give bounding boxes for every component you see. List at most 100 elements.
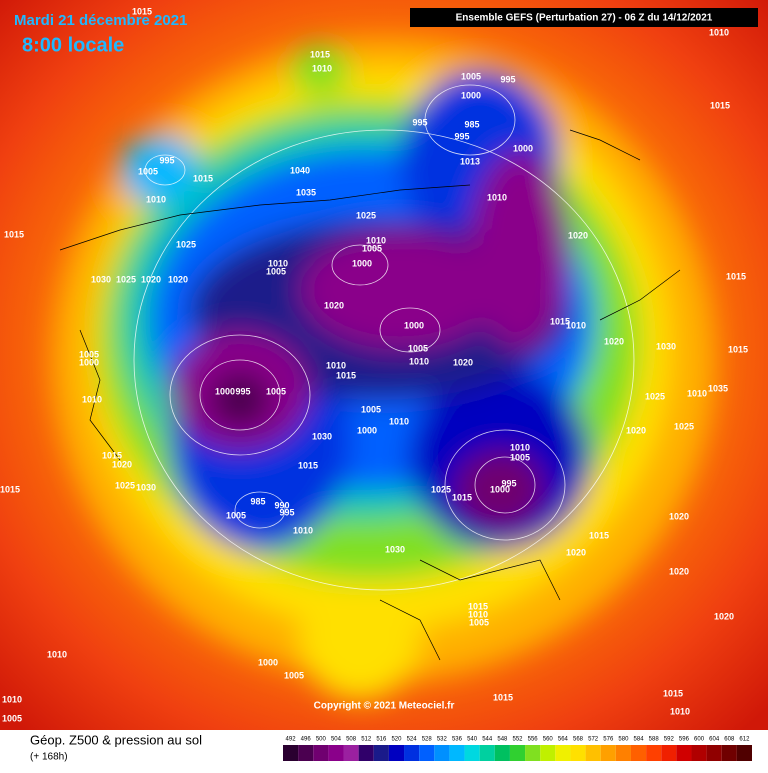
scale-swatch (494, 745, 510, 761)
isobar-label: 995 (235, 386, 250, 396)
local-time: 8:00 locale (22, 34, 124, 56)
scale-label: 576 (603, 737, 614, 743)
isobar-label: 1030 (312, 431, 332, 441)
isobar-label: 1025 (176, 239, 196, 249)
isobar-label: 1005 (362, 243, 382, 253)
scale-swatch (721, 745, 737, 761)
isobar-label: 1013 (460, 156, 480, 166)
isobar-label: 1035 (708, 383, 728, 393)
isobar-label: 1010 (566, 320, 586, 330)
scale-label: 508 (346, 737, 357, 743)
isobar-label: 1005 (461, 71, 481, 81)
scale-label: 500 (316, 737, 327, 743)
isobar-label: 1005 (510, 452, 530, 462)
isobar-label: 1030 (385, 544, 405, 554)
scale-label: 592 (664, 737, 675, 743)
isobar-label: 1005 (79, 349, 99, 359)
isobar-label: 985 (250, 496, 265, 506)
isobar-label: 1020 (669, 566, 689, 576)
lead-time: (+ 168h) (30, 752, 68, 763)
isobar-label: 1015 (102, 450, 122, 460)
coastlines (59, 129, 681, 661)
isobar-label: 1005 (361, 404, 381, 414)
forecast-date: Mardi 21 décembre 2021 (14, 12, 187, 29)
scale-swatch (404, 745, 420, 761)
scale-swatch (283, 745, 299, 761)
scale-swatch (525, 745, 541, 761)
isobar-label: 995 (500, 74, 515, 84)
isobar-label: 1010 (47, 649, 67, 659)
scale-label: 568 (573, 737, 584, 743)
scale-swatch (373, 745, 389, 761)
isobar-label: 1025 (431, 484, 451, 494)
isobar-label: 995 (159, 155, 174, 165)
isobar-label: 1010 (687, 388, 707, 398)
isobar-label: 1030 (136, 482, 156, 492)
isobar-label: 1015 (452, 492, 472, 502)
scale-swatch (646, 745, 662, 761)
scale-label: 504 (331, 737, 342, 743)
scale-label: 540 (467, 737, 478, 743)
isobar-label: 1020 (112, 459, 132, 469)
isobar-label: 1010 (510, 442, 530, 452)
scale-label: 548 (497, 737, 508, 743)
run-box (410, 8, 758, 27)
scale-swatch (449, 745, 465, 761)
scale-label: 492 (286, 737, 297, 743)
scale-label: 496 (301, 737, 312, 743)
isobar-label: 1005 (226, 510, 246, 520)
isobar-label: 1030 (91, 274, 111, 284)
isobar-label: 1020 (669, 511, 689, 521)
isobar-label: 1010 (389, 416, 409, 426)
isobar-label: 1040 (290, 165, 310, 175)
scale-label: 516 (376, 737, 387, 743)
isobar-label: 1010 (312, 63, 332, 73)
scale-swatch (419, 745, 435, 761)
scale-label: 580 (618, 737, 629, 743)
scale-label: 528 (422, 737, 433, 743)
scale-swatch (464, 745, 480, 761)
scale-swatch (358, 745, 374, 761)
scale-label: 608 (724, 737, 735, 743)
isobar-label: 1000 (404, 320, 424, 330)
isobar-label: 1015 (589, 530, 609, 540)
isobar-label: 1020 (566, 547, 586, 557)
scale-swatch (615, 745, 631, 761)
color-scale: 492 496 500 504 508 512 516 520 524 528 532 536 540 5… (283, 737, 752, 761)
isobar-label: 1000 (357, 425, 377, 435)
isobar-label: 1020 (604, 336, 624, 346)
scale-label: 564 (558, 737, 569, 743)
isobar-label: 1020 (324, 300, 344, 310)
isobar-label: 1020 (714, 611, 734, 621)
isobar-label: 1010 (146, 194, 166, 204)
isobar-label: 1025 (115, 480, 135, 490)
scale-swatch (343, 745, 359, 761)
isobar-label: 1010 (2, 694, 22, 704)
isobar-label: 1000 (215, 386, 235, 396)
isobar-label: 990 (274, 500, 289, 510)
scale-swatch (570, 745, 586, 761)
isobar-label: 1015 (726, 271, 746, 281)
isobar-label: 1000 (258, 657, 278, 667)
isobar-label: 1015 (193, 173, 213, 183)
scale-label: 588 (649, 737, 660, 743)
scale-label: 556 (528, 737, 539, 743)
isobar-label: 1015 (728, 344, 748, 354)
scale-swatch (434, 745, 450, 761)
scale-label: 612 (739, 737, 750, 743)
scale-label: 600 (694, 737, 705, 743)
isobar-label: 1015 (132, 6, 152, 16)
isobar-label: 1015 (336, 370, 356, 380)
isobars (133, 84, 635, 591)
scale-swatch (388, 745, 405, 761)
isobar-label: 1015 (310, 49, 330, 59)
scale-label: 572 (588, 737, 599, 743)
scale-label: 552 (512, 737, 523, 743)
isobar-label: 995 (454, 131, 469, 141)
scale-swatch (540, 745, 556, 761)
scale-swatch (555, 745, 571, 761)
isobar-label: 1010 (326, 360, 346, 370)
isobar-label: 1025 (645, 391, 665, 401)
